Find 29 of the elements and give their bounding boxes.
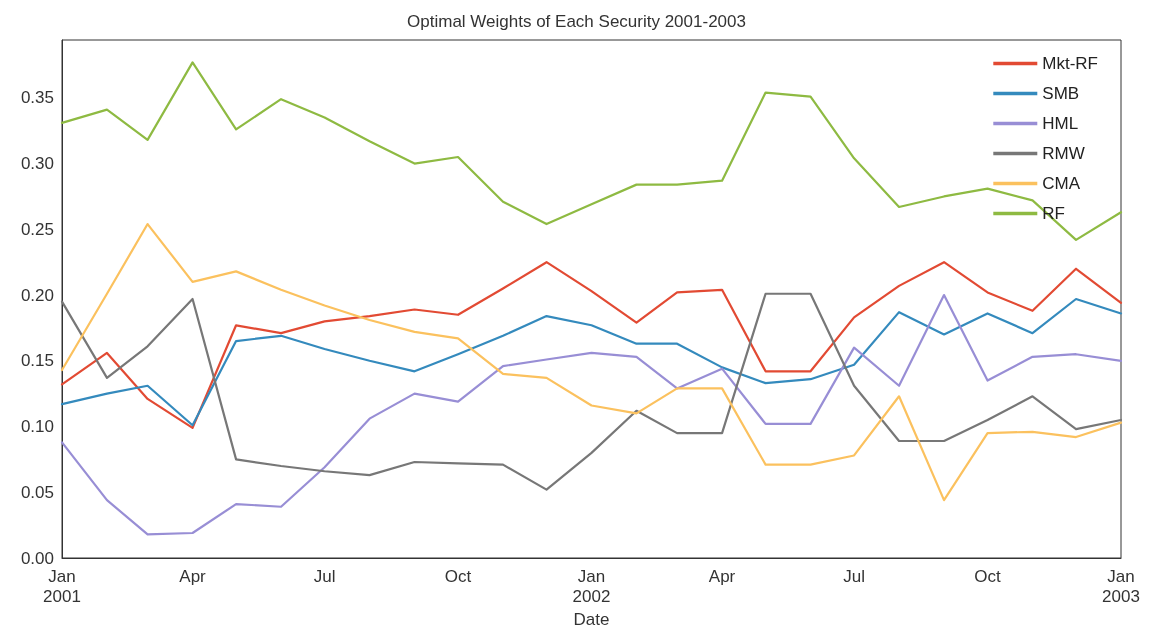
line-series: [60, 297, 1123, 427]
legend-label: RMW: [1042, 144, 1085, 163]
y-tick-label: 0.25: [20, 219, 54, 239]
y-tick-label: 0.30: [20, 154, 54, 174]
x-tick-label: Jan 2001: [43, 566, 81, 606]
x-axis-title: Date: [573, 609, 610, 629]
y-tick-label: 0.05: [20, 482, 54, 502]
legend-label: SMB: [1042, 84, 1080, 103]
line-series: [60, 261, 1123, 429]
line-series: [60, 293, 1123, 536]
chart-title: Optimal Weights of Each Security 2001-2003: [407, 12, 746, 31]
y-tick-label: 0.20: [20, 285, 54, 305]
x-tick-label: Jul: [313, 566, 336, 586]
y-tick-label: 0.00: [20, 548, 54, 568]
legend-label: CMA: [1042, 174, 1081, 193]
legend-label: Mkt-RF: [1042, 54, 1099, 73]
x-tick-label: Apr: [179, 566, 207, 586]
x-tick-label: Oct: [444, 566, 472, 586]
x-tick-label: Jan 2002: [572, 566, 611, 606]
line-series: [60, 292, 1123, 491]
x-tick-label: Jul: [843, 566, 865, 586]
y-tick-label: 0.35: [20, 88, 54, 108]
y-tick-label: 0.10: [20, 417, 54, 437]
line-series: [60, 222, 1123, 502]
legend-label: HML: [1042, 114, 1079, 133]
y-tick-label: 0.15: [20, 351, 54, 371]
x-tick-label: Jan 2003: [1102, 566, 1140, 606]
x-tick-label: Oct: [974, 566, 1002, 586]
x-tick-label: Apr: [708, 566, 736, 586]
